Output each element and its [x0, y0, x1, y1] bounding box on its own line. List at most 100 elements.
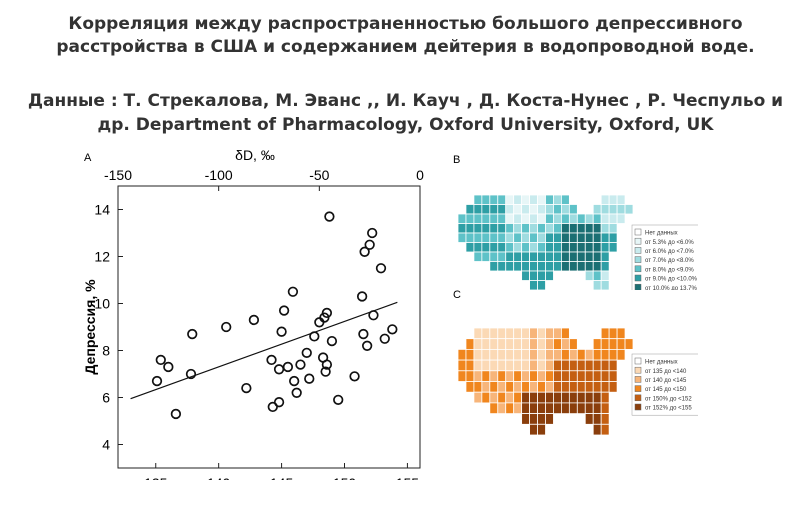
state-region	[505, 251, 515, 262]
state-region	[616, 194, 626, 205]
state-region	[561, 213, 570, 224]
state-region	[568, 251, 578, 262]
state-region	[497, 223, 507, 234]
state-region	[529, 381, 538, 393]
legend-swatch	[634, 274, 642, 282]
state-region	[584, 402, 594, 415]
data-point	[155, 354, 166, 366]
state-region	[521, 359, 530, 372]
state-region	[568, 204, 578, 215]
state-region	[537, 327, 546, 340]
state-region	[553, 232, 562, 243]
state-region	[489, 213, 499, 224]
y-tick-label: 4	[102, 437, 110, 453]
state-region	[568, 391, 578, 404]
state-region	[545, 204, 554, 215]
state-region	[600, 391, 610, 404]
state-region	[600, 381, 610, 393]
state-region	[473, 204, 483, 215]
data-point	[163, 361, 174, 373]
state-region	[545, 242, 554, 253]
state-region	[584, 223, 594, 234]
legend-depression: Нет данных от 5.3% до <6.0% от 6.0% до <7.…	[631, 224, 698, 290]
state-region	[537, 280, 546, 290]
state-region	[537, 223, 546, 234]
state-region	[473, 381, 483, 393]
us-map-deuterium	[457, 327, 634, 436]
panel-a-label: A	[84, 152, 92, 164]
state-region	[553, 194, 562, 205]
state-region	[537, 413, 546, 425]
state-region	[568, 242, 578, 253]
state-region	[521, 370, 530, 382]
map-panel-b: B Нет данных от 5.3% до <6.0% от 6.0% до <…	[453, 154, 698, 290]
data-point	[309, 331, 320, 342]
state-region	[505, 223, 515, 234]
state-region	[553, 327, 562, 340]
state-region	[505, 194, 515, 205]
legend-swatch	[634, 256, 642, 263]
state-region	[584, 251, 594, 262]
state-region	[576, 242, 586, 253]
state-region	[584, 413, 594, 425]
state-region	[465, 359, 475, 372]
state-region	[553, 402, 562, 415]
state-region	[497, 204, 507, 215]
state-region	[608, 349, 618, 361]
legend-label: Нет данных	[645, 360, 678, 366]
data-point	[379, 333, 390, 344]
data-point	[221, 321, 232, 333]
panel-c-label: C	[453, 289, 461, 301]
state-region	[576, 223, 586, 234]
state-region	[529, 251, 538, 262]
state-region	[576, 391, 586, 404]
state-region	[545, 370, 554, 382]
state-region	[513, 223, 523, 234]
state-region	[561, 391, 570, 404]
state-region	[592, 204, 602, 215]
state-region	[497, 381, 507, 393]
state-region	[537, 242, 546, 253]
state-region	[481, 359, 491, 372]
y-tick-label: 14	[94, 202, 110, 218]
state-region	[481, 213, 491, 224]
state-region	[553, 204, 562, 215]
state-region	[576, 370, 586, 382]
state-region	[497, 242, 507, 253]
data-source: Данные : Т. Стрекалова, М. Эванс ,, И. К…	[0, 89, 811, 137]
state-region	[529, 261, 538, 272]
legend-label: от 135 до <140	[645, 369, 687, 375]
state-region	[584, 270, 594, 281]
state-region	[584, 349, 594, 361]
state-region	[561, 261, 570, 272]
legend-deuterium: Нет данных от 135 до <140 от 140 до <145 от…	[631, 353, 698, 416]
state-region	[473, 338, 483, 350]
data-point	[170, 408, 182, 420]
state-region	[513, 381, 523, 393]
data-point	[321, 307, 333, 319]
state-region	[584, 213, 594, 224]
state-region	[529, 370, 538, 382]
legend-swatch	[634, 228, 642, 236]
top-x-tick-label: -50	[309, 167, 329, 183]
data-point	[291, 387, 302, 398]
state-region	[576, 261, 586, 272]
state-region	[529, 338, 538, 350]
state-region	[553, 223, 562, 234]
state-region	[489, 349, 499, 361]
state-region	[545, 223, 554, 234]
state-region	[592, 349, 602, 361]
legend-label: от 145 до <150	[645, 387, 687, 393]
state-region	[505, 370, 515, 382]
legend-swatch	[634, 237, 642, 245]
state-region	[521, 381, 530, 393]
y-tick-label: 8	[102, 343, 110, 359]
panel-b-label: B	[453, 154, 460, 166]
state-region	[529, 413, 538, 425]
state-region	[481, 338, 491, 350]
state-region	[513, 232, 523, 243]
state-region	[561, 223, 570, 234]
state-region	[553, 370, 562, 382]
state-region	[561, 349, 570, 361]
state-region	[568, 223, 578, 234]
